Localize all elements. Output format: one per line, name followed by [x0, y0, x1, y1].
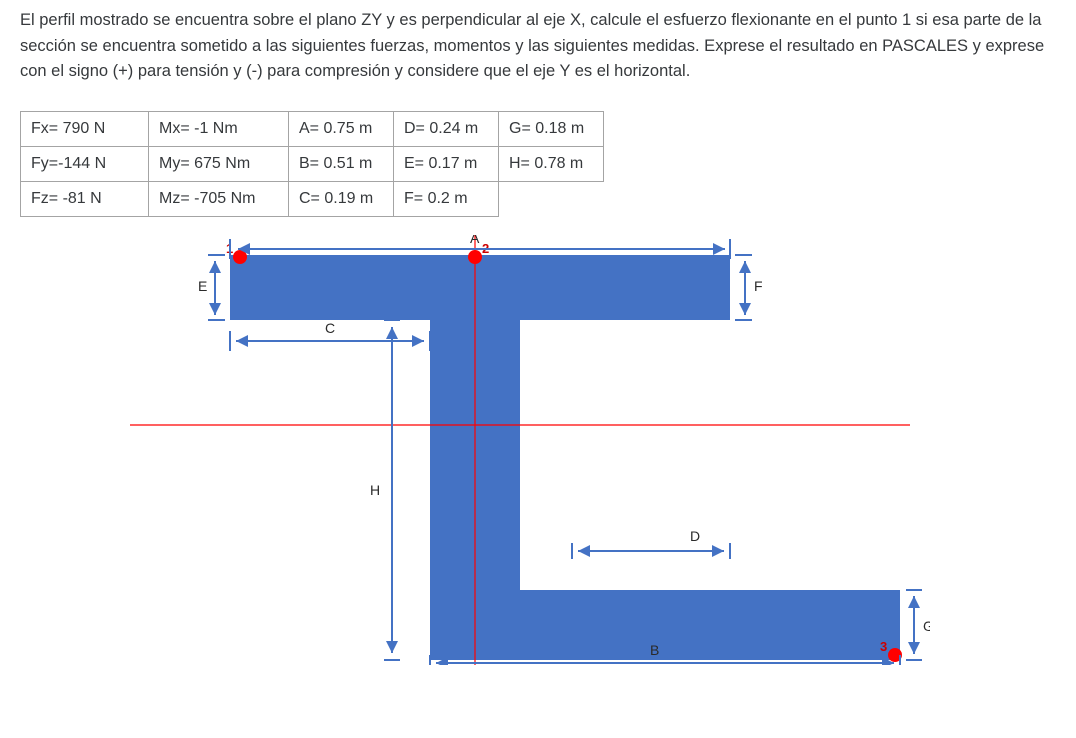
point-1: [233, 250, 247, 264]
cell-a: A= 0.75 m: [289, 111, 394, 146]
label-H: H: [370, 482, 380, 498]
point-3-label: 3: [880, 639, 887, 654]
table-row: Fx= 790 N Mx= -1 Nm A= 0.75 m D= 0.24 m …: [21, 111, 604, 146]
label-C: C: [325, 320, 335, 336]
cross-section-diagram: 1 2 3 A E F C: [30, 235, 930, 665]
data-table: Fx= 790 N Mx= -1 Nm A= 0.75 m D= 0.24 m …: [20, 111, 604, 217]
cell-fz: Fz= -81 N: [21, 181, 149, 216]
cell-f: F= 0.2 m: [394, 181, 499, 216]
problem-statement: El perfil mostrado se encuentra sobre el…: [20, 8, 1056, 85]
cell-g: G= 0.18 m: [499, 111, 604, 146]
diagram-svg: 1 2 3 A E F C: [30, 235, 930, 665]
label-B: B: [650, 642, 659, 658]
cell-mz: Mz= -705 Nm: [149, 181, 289, 216]
table-row: Fz= -81 N Mz= -705 Nm C= 0.19 m F= 0.2 m: [21, 181, 604, 216]
cell-b: B= 0.51 m: [289, 146, 394, 181]
label-F: F: [754, 278, 763, 294]
cell-my: My= 675 Nm: [149, 146, 289, 181]
cell-e: E= 0.17 m: [394, 146, 499, 181]
table-row: Fy=-144 N My= 675 Nm B= 0.51 m E= 0.17 m…: [21, 146, 604, 181]
cell-c: C= 0.19 m: [289, 181, 394, 216]
point-2: [468, 250, 482, 264]
section-shape: [230, 255, 900, 660]
cell-fy: Fy=-144 N: [21, 146, 149, 181]
label-E: E: [198, 278, 207, 294]
label-D: D: [690, 528, 700, 544]
cell-fx: Fx= 790 N: [21, 111, 149, 146]
cell-d: D= 0.24 m: [394, 111, 499, 146]
label-A: A: [470, 235, 480, 246]
cell-h: H= 0.78 m: [499, 146, 604, 181]
label-G: G: [923, 618, 930, 634]
cell-mx: Mx= -1 Nm: [149, 111, 289, 146]
